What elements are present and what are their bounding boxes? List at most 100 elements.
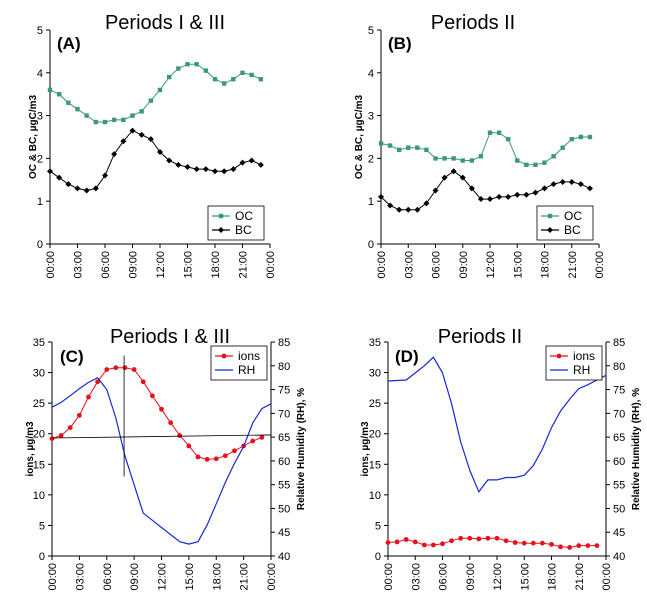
data-point-oc	[469, 158, 475, 163]
data-point-oc	[176, 66, 181, 71]
data-point-oc	[442, 156, 447, 161]
x-tick-label: 21:00	[574, 563, 586, 591]
data-point-oc	[505, 136, 511, 142]
series-line-bc	[49, 129, 262, 192]
legend-marker-ions	[556, 353, 562, 359]
x-tick-label: 18:00	[547, 563, 559, 591]
x-tick-label: 12:00	[492, 563, 504, 591]
y-tick-label: 5	[39, 520, 45, 532]
y-tick-label: 0	[39, 551, 45, 563]
y2-tick-label: 55	[613, 480, 625, 492]
data-point-oc	[166, 74, 172, 80]
data-point-oc	[84, 113, 89, 118]
y-tick-label: 5	[37, 25, 43, 37]
legend-box	[536, 205, 594, 241]
data-point-oc	[460, 158, 465, 163]
data-point-ions	[449, 538, 454, 544]
data-point-oc	[533, 162, 538, 168]
series-oc	[378, 130, 593, 168]
legend-entry-ions: ions	[238, 349, 260, 363]
data-point-bc	[111, 151, 118, 158]
data-point-oc	[487, 130, 493, 135]
x-tick-label: 03:00	[73, 251, 85, 279]
data-point-bc	[230, 166, 237, 173]
series-line-ions	[51, 367, 263, 460]
series-line-ions	[387, 537, 597, 548]
data-point-bc	[166, 157, 173, 164]
y-tick-label: 1	[37, 196, 43, 208]
x-tick-label: 21:00	[238, 251, 250, 279]
data-point-bc	[138, 131, 145, 138]
y2-axis-label: Relative Humidity (RH), %	[296, 388, 307, 510]
data-point-oc	[478, 154, 484, 159]
panel-label: (A)	[57, 34, 81, 53]
data-point-ions	[530, 540, 536, 546]
data-point-oc	[203, 68, 209, 73]
y-tick-label: 0	[368, 239, 374, 251]
data-point-bc	[496, 193, 503, 200]
panel-title: Periods II	[431, 12, 515, 34]
data-point-oc	[75, 106, 80, 112]
y2-tick-label: 85	[278, 337, 290, 349]
y2-tick-label: 75	[278, 385, 290, 397]
y2-tick-label: 40	[613, 551, 625, 563]
data-point-ions	[421, 542, 427, 548]
x-tick-label: 00:00	[47, 563, 59, 591]
data-point-ions	[485, 535, 491, 541]
legend-marker-oc	[547, 213, 553, 219]
legend-entry-rh: RH	[238, 363, 255, 377]
data-point-ions	[567, 545, 573, 550]
data-point-oc	[578, 134, 584, 140]
data-point-bc	[523, 191, 530, 198]
data-point-ions	[222, 453, 228, 459]
legend-marker-bc	[547, 227, 553, 233]
y-tick-label: 2	[368, 153, 374, 165]
chart-panel-b: 0 1 2 3 4 5 00:00 03:00 06:00 09:00 12:00 15:00 18:0…	[354, 12, 606, 279]
data-point-oc	[102, 119, 108, 125]
y-tick-label: 1	[368, 196, 374, 208]
y-axis-label: OC & BC, µgC/m3	[354, 95, 365, 180]
legend-entry-rh: RH	[573, 363, 590, 377]
x-tick-label: 09:00	[465, 563, 477, 591]
data-point-oc	[157, 87, 163, 93]
data-point-oc	[66, 100, 71, 105]
data-point-ions	[177, 433, 183, 438]
data-point-ions	[67, 425, 73, 430]
y2-tick-label: 80	[613, 361, 625, 373]
y-tick-label: 3	[368, 111, 374, 123]
data-point-ions	[58, 433, 64, 438]
data-point-ions	[131, 367, 137, 372]
y-tick-label: 4	[37, 68, 43, 80]
data-point-bc	[423, 200, 430, 207]
y2-tick-label: 40	[278, 551, 290, 563]
data-point-ions	[558, 544, 563, 550]
data-point-ions	[403, 537, 409, 542]
data-point-ions	[168, 420, 174, 426]
data-point-bc	[257, 161, 264, 168]
series-line-oc	[380, 132, 590, 166]
data-point-bc	[441, 174, 448, 181]
data-point-bc	[477, 196, 484, 203]
data-point-ions	[394, 539, 400, 545]
data-point-oc	[396, 147, 402, 153]
data-point-bc	[532, 189, 539, 196]
x-tick-label: 18:00	[211, 563, 223, 591]
data-point-bc	[147, 136, 154, 143]
data-point-ions	[104, 367, 110, 372]
x-tick-label: 12:00	[155, 251, 167, 279]
data-point-oc	[569, 136, 574, 142]
y2-tick-label: 60	[613, 456, 625, 468]
data-point-ions	[76, 412, 82, 418]
x-tick-label: 12:00	[157, 563, 169, 591]
y-tick-label: 0	[37, 239, 43, 251]
y2-tick-label: 65	[613, 432, 625, 444]
data-point-oc	[406, 145, 411, 150]
x-tick-label: 21:00	[239, 563, 251, 591]
data-point-bc	[221, 168, 228, 175]
legend-marker-oc	[218, 213, 224, 219]
data-point-bc	[550, 181, 557, 188]
